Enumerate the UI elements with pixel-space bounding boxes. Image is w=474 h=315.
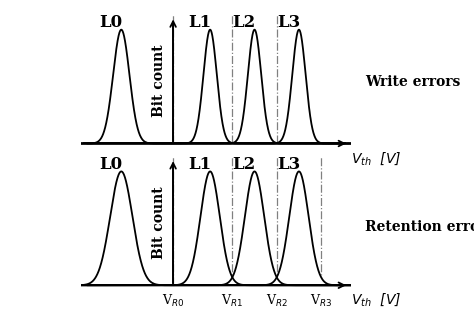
Text: V$_{R1}$: V$_{R1}$ bbox=[221, 293, 243, 309]
Text: Write errors: Write errors bbox=[365, 75, 460, 89]
Text: V$_{R0}$: V$_{R0}$ bbox=[162, 293, 184, 309]
Text: V$_{th}$  [V]: V$_{th}$ [V] bbox=[351, 291, 401, 308]
Text: V$_{R3}$: V$_{R3}$ bbox=[310, 293, 332, 309]
Text: V$_{R2}$: V$_{R2}$ bbox=[266, 293, 288, 309]
Text: L1: L1 bbox=[188, 14, 211, 32]
Text: L2: L2 bbox=[233, 156, 256, 173]
Text: V$_{th}$  [V]: V$_{th}$ [V] bbox=[351, 150, 401, 167]
Text: Bit count: Bit count bbox=[153, 45, 166, 117]
Text: Retention errors: Retention errors bbox=[365, 220, 474, 234]
Text: L3: L3 bbox=[277, 156, 300, 173]
Text: L0: L0 bbox=[100, 156, 122, 173]
Text: L1: L1 bbox=[188, 156, 211, 173]
Text: L2: L2 bbox=[233, 14, 256, 32]
Text: L0: L0 bbox=[100, 14, 122, 32]
Text: L3: L3 bbox=[277, 14, 300, 32]
Text: Bit count: Bit count bbox=[153, 186, 166, 259]
